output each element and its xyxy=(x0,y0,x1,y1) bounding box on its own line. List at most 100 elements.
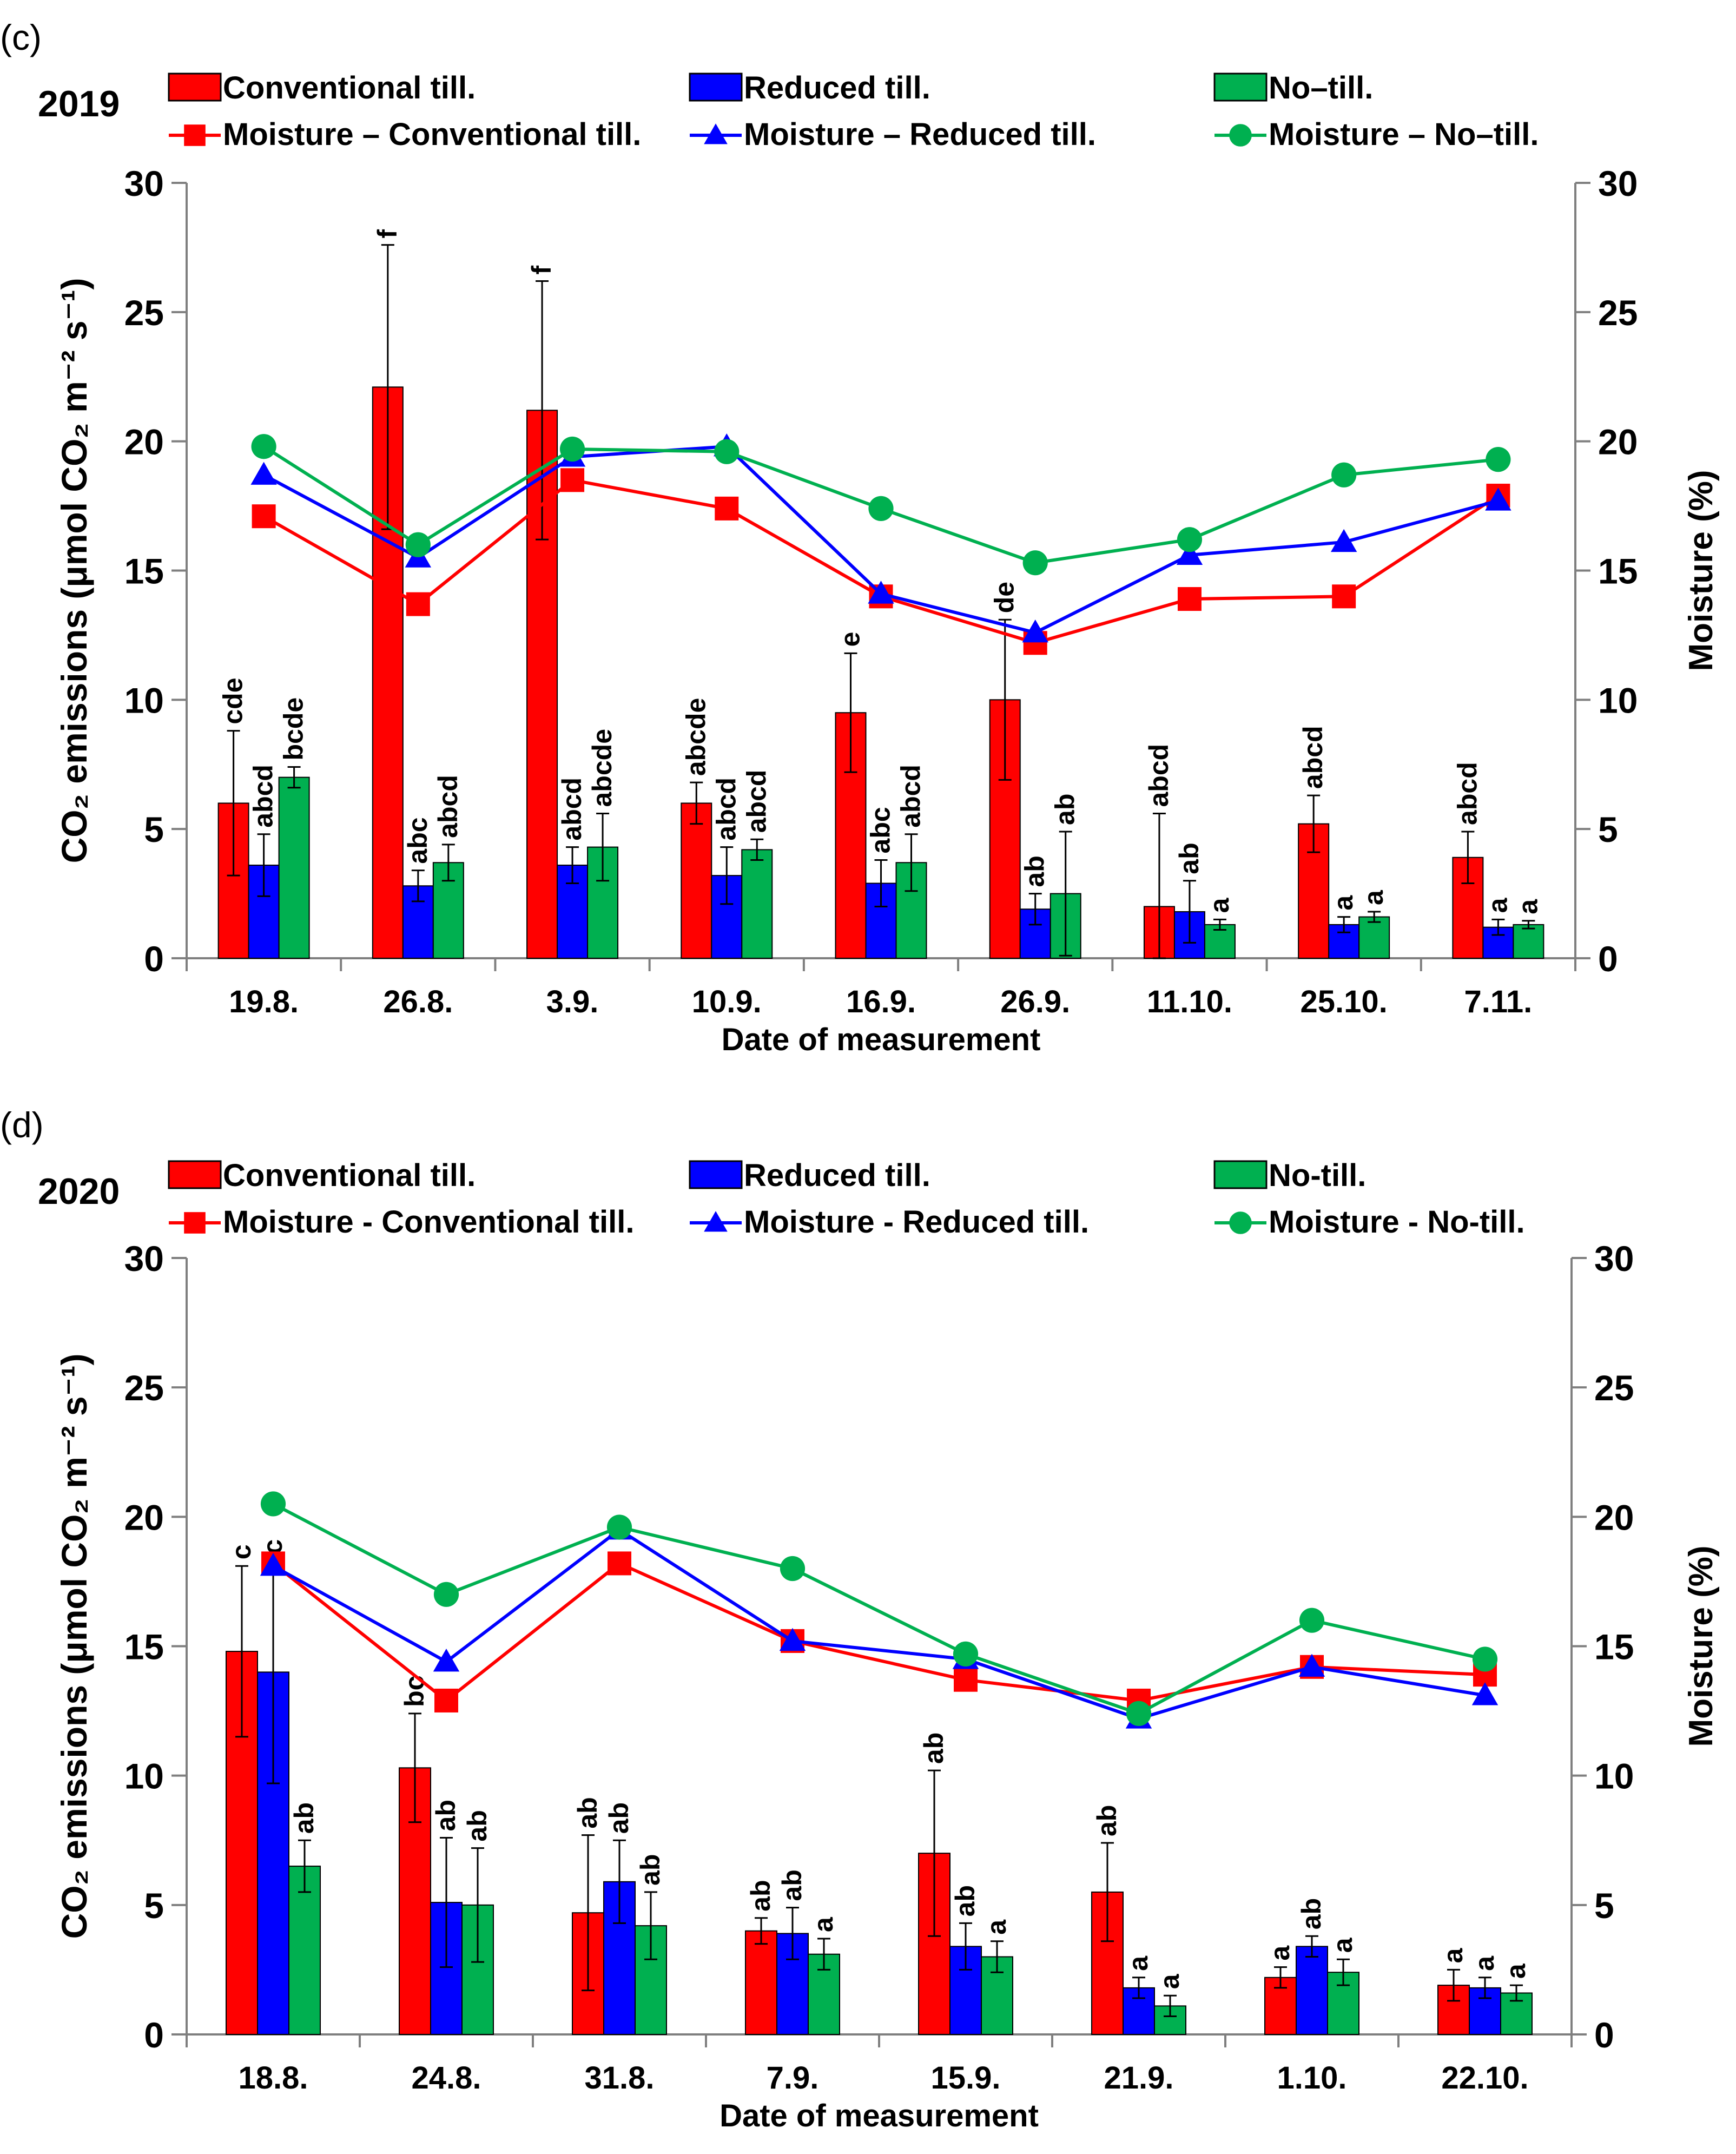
y2-tick-label: 0 xyxy=(1594,2015,1614,2055)
legend-label: Conventional till. xyxy=(223,1158,476,1193)
y2-tick-label: 20 xyxy=(1598,422,1638,462)
x-tick-label: 3.9. xyxy=(546,984,599,1019)
x-tick-label: 22.10. xyxy=(1441,2060,1528,2096)
y-tick-label: 15 xyxy=(124,1627,164,1667)
moisture-point xyxy=(1022,619,1048,643)
moisture-point xyxy=(1472,1646,1498,1672)
y2-tick-label: 0 xyxy=(1598,939,1618,979)
significance-label: a xyxy=(808,1916,839,1932)
legend-label: Moisture - Conventional till. xyxy=(223,1204,634,1240)
significance-label: a xyxy=(1358,890,1389,905)
significance-label: ab xyxy=(745,1880,776,1911)
significance-label: ab xyxy=(1296,1898,1326,1929)
chart-panel-2020: (d)2020 Conventional till. Reduced till. No… xyxy=(0,1105,1720,2133)
x-tick-label: 26.9. xyxy=(1000,984,1070,1019)
moisture-point xyxy=(868,496,894,521)
y2-axis-title: Moisture (%) xyxy=(1682,1546,1720,1747)
year-label: 2019 xyxy=(38,83,120,124)
x-axis-title: Date of measurement xyxy=(720,2098,1039,2133)
x-tick-label: 31.8. xyxy=(585,2060,655,2096)
legend-label: Moisture – No–till. xyxy=(1269,117,1539,152)
moisture-point xyxy=(606,1514,632,1540)
y-tick-label: 10 xyxy=(124,1756,164,1796)
significance-label: ab xyxy=(1050,794,1080,825)
moisture-point xyxy=(715,496,739,521)
moisture-point xyxy=(405,532,431,557)
x-tick-label: 10.9. xyxy=(692,984,762,1019)
moisture-point xyxy=(780,1556,806,1582)
moisture-point xyxy=(1299,1608,1325,1633)
moisture-point xyxy=(714,439,740,464)
x-axis-title: Date of measurement xyxy=(722,1022,1041,1057)
legend-marker xyxy=(1229,1211,1252,1234)
moisture-line-no-till xyxy=(251,434,1511,576)
y2-tick-label: 25 xyxy=(1594,1368,1634,1408)
legend-item-no-till: No–till. xyxy=(1213,70,1373,106)
legend-label: Moisture - Reduced till. xyxy=(744,1204,1089,1240)
legend: Conventional till. Reduced till. No-till. M… xyxy=(168,1158,1525,1240)
moisture-series-group xyxy=(260,1491,1499,1729)
y2-tick-label: 30 xyxy=(1598,163,1638,203)
significance-label: ab xyxy=(1020,855,1050,887)
moisture-point xyxy=(1485,488,1511,511)
significance-label: c xyxy=(226,1544,256,1559)
significance-label: abcd xyxy=(1144,744,1174,807)
moisture-point xyxy=(953,1641,979,1666)
y2-tick-label: 10 xyxy=(1594,1756,1634,1796)
y2-axis-title: Moisture (%) xyxy=(1682,470,1720,671)
y-axis-title: CO₂ emissions (μmol CO₂ m⁻² s⁻¹) xyxy=(54,1354,94,1939)
legend-swatch xyxy=(1213,73,1268,102)
significance-label: f xyxy=(526,266,557,275)
legend-item-no-till: No-till. xyxy=(1213,1158,1366,1193)
significance-label: ab xyxy=(604,1802,634,1834)
bar xyxy=(741,849,773,959)
x-tick-label: 24.8. xyxy=(412,2060,481,2096)
legend-label: Moisture - No-till. xyxy=(1269,1204,1525,1240)
legend-label: Moisture – Reduced till. xyxy=(744,117,1096,152)
moisture-line xyxy=(272,1527,1486,1721)
moisture-point xyxy=(954,1668,978,1692)
significance-label: a xyxy=(1328,895,1358,911)
y2-tick-label: 5 xyxy=(1598,809,1618,849)
legend-marker xyxy=(1229,124,1252,147)
x-tick-label: 25.10. xyxy=(1301,984,1388,1019)
moisture-point xyxy=(433,1582,459,1607)
significance-label: ab xyxy=(1174,842,1204,874)
bar xyxy=(1513,924,1544,959)
significance-label: a xyxy=(1123,1955,1153,1971)
moisture-point xyxy=(252,504,276,529)
y2-tick-label: 30 xyxy=(1594,1239,1634,1279)
significance-label: abcd xyxy=(433,775,463,838)
y2-tick-label: 15 xyxy=(1594,1627,1634,1667)
moisture-point xyxy=(559,436,585,462)
legend-item-conventional: Conventional till. xyxy=(168,70,476,106)
y2-tick-label: 15 xyxy=(1598,551,1638,591)
y2-tick-label: 10 xyxy=(1598,680,1638,720)
significance-label: bcde xyxy=(279,697,309,761)
x-tick-label: 15.9. xyxy=(931,2060,1001,2096)
y-tick-label: 5 xyxy=(144,1886,164,1926)
moisture-point xyxy=(1331,462,1357,488)
significance-label: ab xyxy=(950,1885,980,1916)
x-tick-label: 1.10. xyxy=(1277,2060,1347,2096)
x-tick-label: 19.8. xyxy=(229,984,299,1019)
significance-label: a xyxy=(1513,899,1543,914)
x-tick-label: 11.10. xyxy=(1147,984,1232,1019)
y2-tick-label: 5 xyxy=(1594,1886,1614,1926)
significance-label: ab xyxy=(1092,1805,1122,1836)
x-tick-label: 7.9. xyxy=(767,2060,819,2096)
bar xyxy=(1296,1946,1328,2036)
legend-label: Reduced till. xyxy=(744,70,930,106)
y2-tick-label: 20 xyxy=(1594,1497,1634,1537)
legend-item-reduced: Reduced till. xyxy=(689,70,930,106)
significance-label: abc xyxy=(866,807,896,853)
significance-label: abcd xyxy=(557,778,587,841)
significance-label: ab xyxy=(289,1802,319,1834)
significance-label: a xyxy=(1204,897,1235,913)
